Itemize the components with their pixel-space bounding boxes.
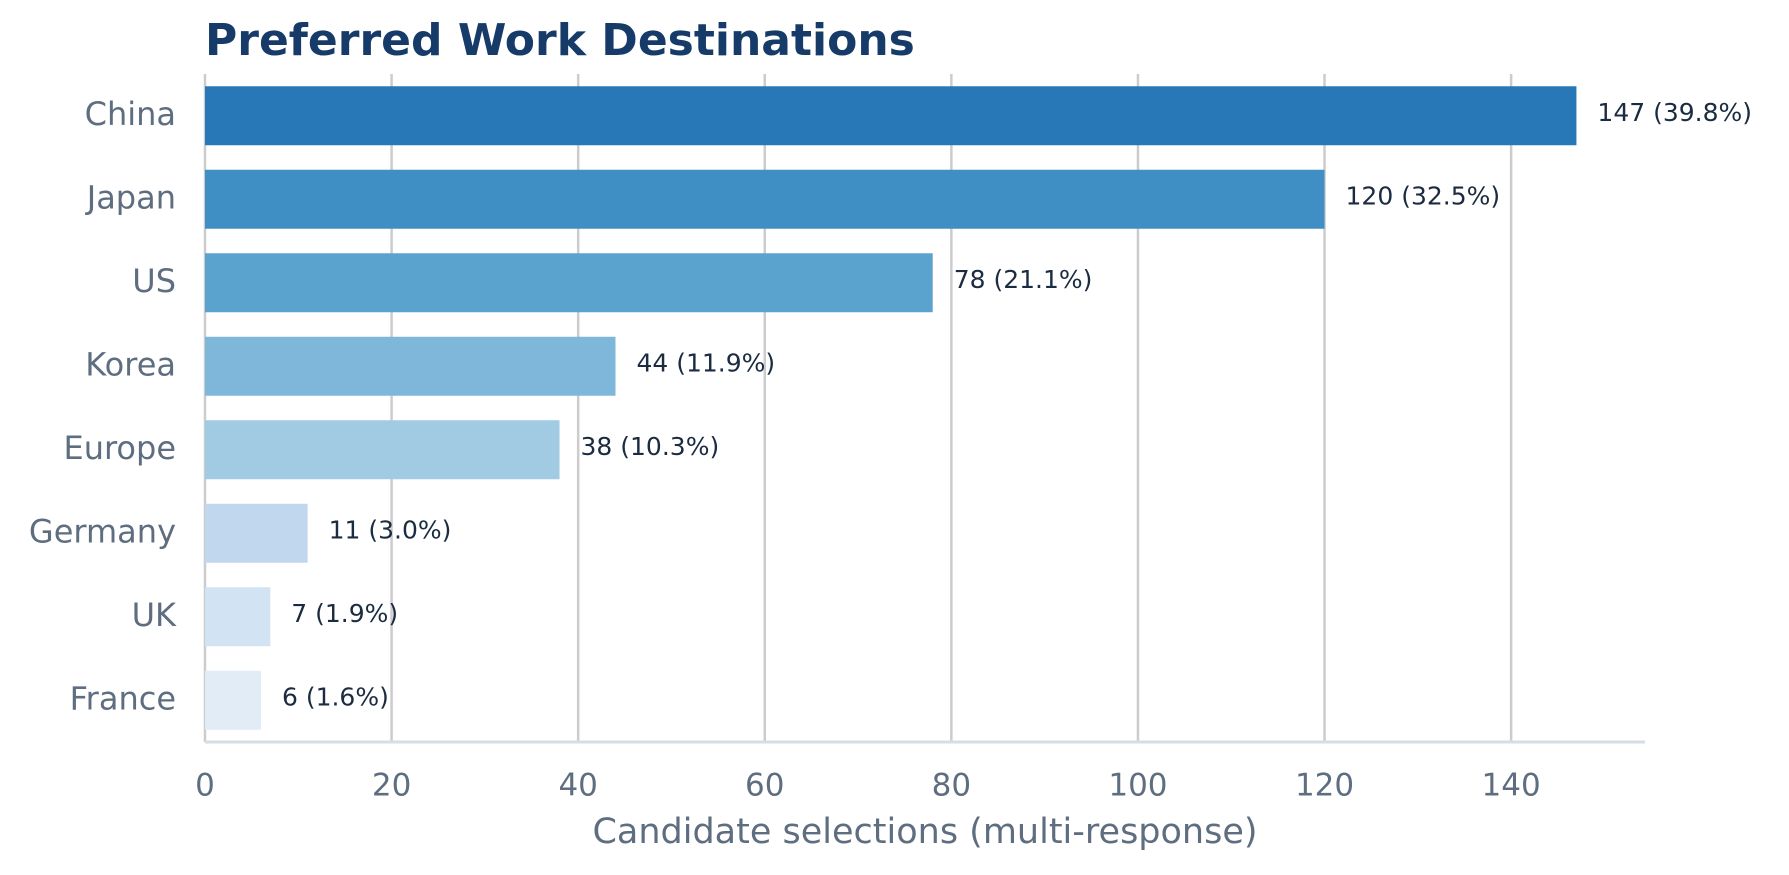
y-tick-label: Korea (85, 345, 176, 383)
value-label: 6 (1.6%) (282, 682, 389, 711)
value-label: 7 (1.9%) (291, 599, 398, 628)
x-tick-label: 140 (1482, 768, 1541, 804)
bar (205, 587, 271, 647)
y-tick-label: US (132, 262, 176, 300)
value-label: 147 (39.8%) (1597, 98, 1752, 127)
x-tick-label: 100 (1108, 768, 1167, 804)
value-label: 44 (11.9%) (636, 348, 775, 377)
bar (205, 503, 308, 563)
bar (205, 336, 616, 396)
y-tick-label: China (85, 95, 176, 133)
bar (205, 86, 1577, 146)
bar (205, 169, 1325, 229)
y-tick-label: France (70, 679, 176, 717)
bar (205, 420, 560, 480)
y-tick-label: Germany (29, 512, 176, 550)
y-tick-label: UK (132, 596, 177, 634)
bar (205, 253, 933, 313)
x-axis-label: Candidate selections (multi-response) (592, 812, 1257, 852)
y-tick-label: Europe (63, 429, 176, 467)
x-tick-label: 40 (558, 768, 597, 804)
value-label: 120 (32.5%) (1346, 181, 1501, 210)
value-label: 11 (3.0%) (329, 515, 452, 544)
bar (205, 670, 261, 730)
x-tick-label: 60 (745, 768, 784, 804)
x-tick-label: 20 (372, 768, 411, 804)
x-tick-label: 0 (195, 768, 215, 804)
x-tick-label: 80 (932, 768, 971, 804)
value-label: 78 (21.1%) (954, 265, 1093, 294)
chart-title: Preferred Work Destinations (205, 15, 915, 66)
y-tick-label: Japan (85, 178, 176, 216)
x-tick-label: 120 (1295, 768, 1354, 804)
value-label: 38 (10.3%) (581, 432, 720, 461)
